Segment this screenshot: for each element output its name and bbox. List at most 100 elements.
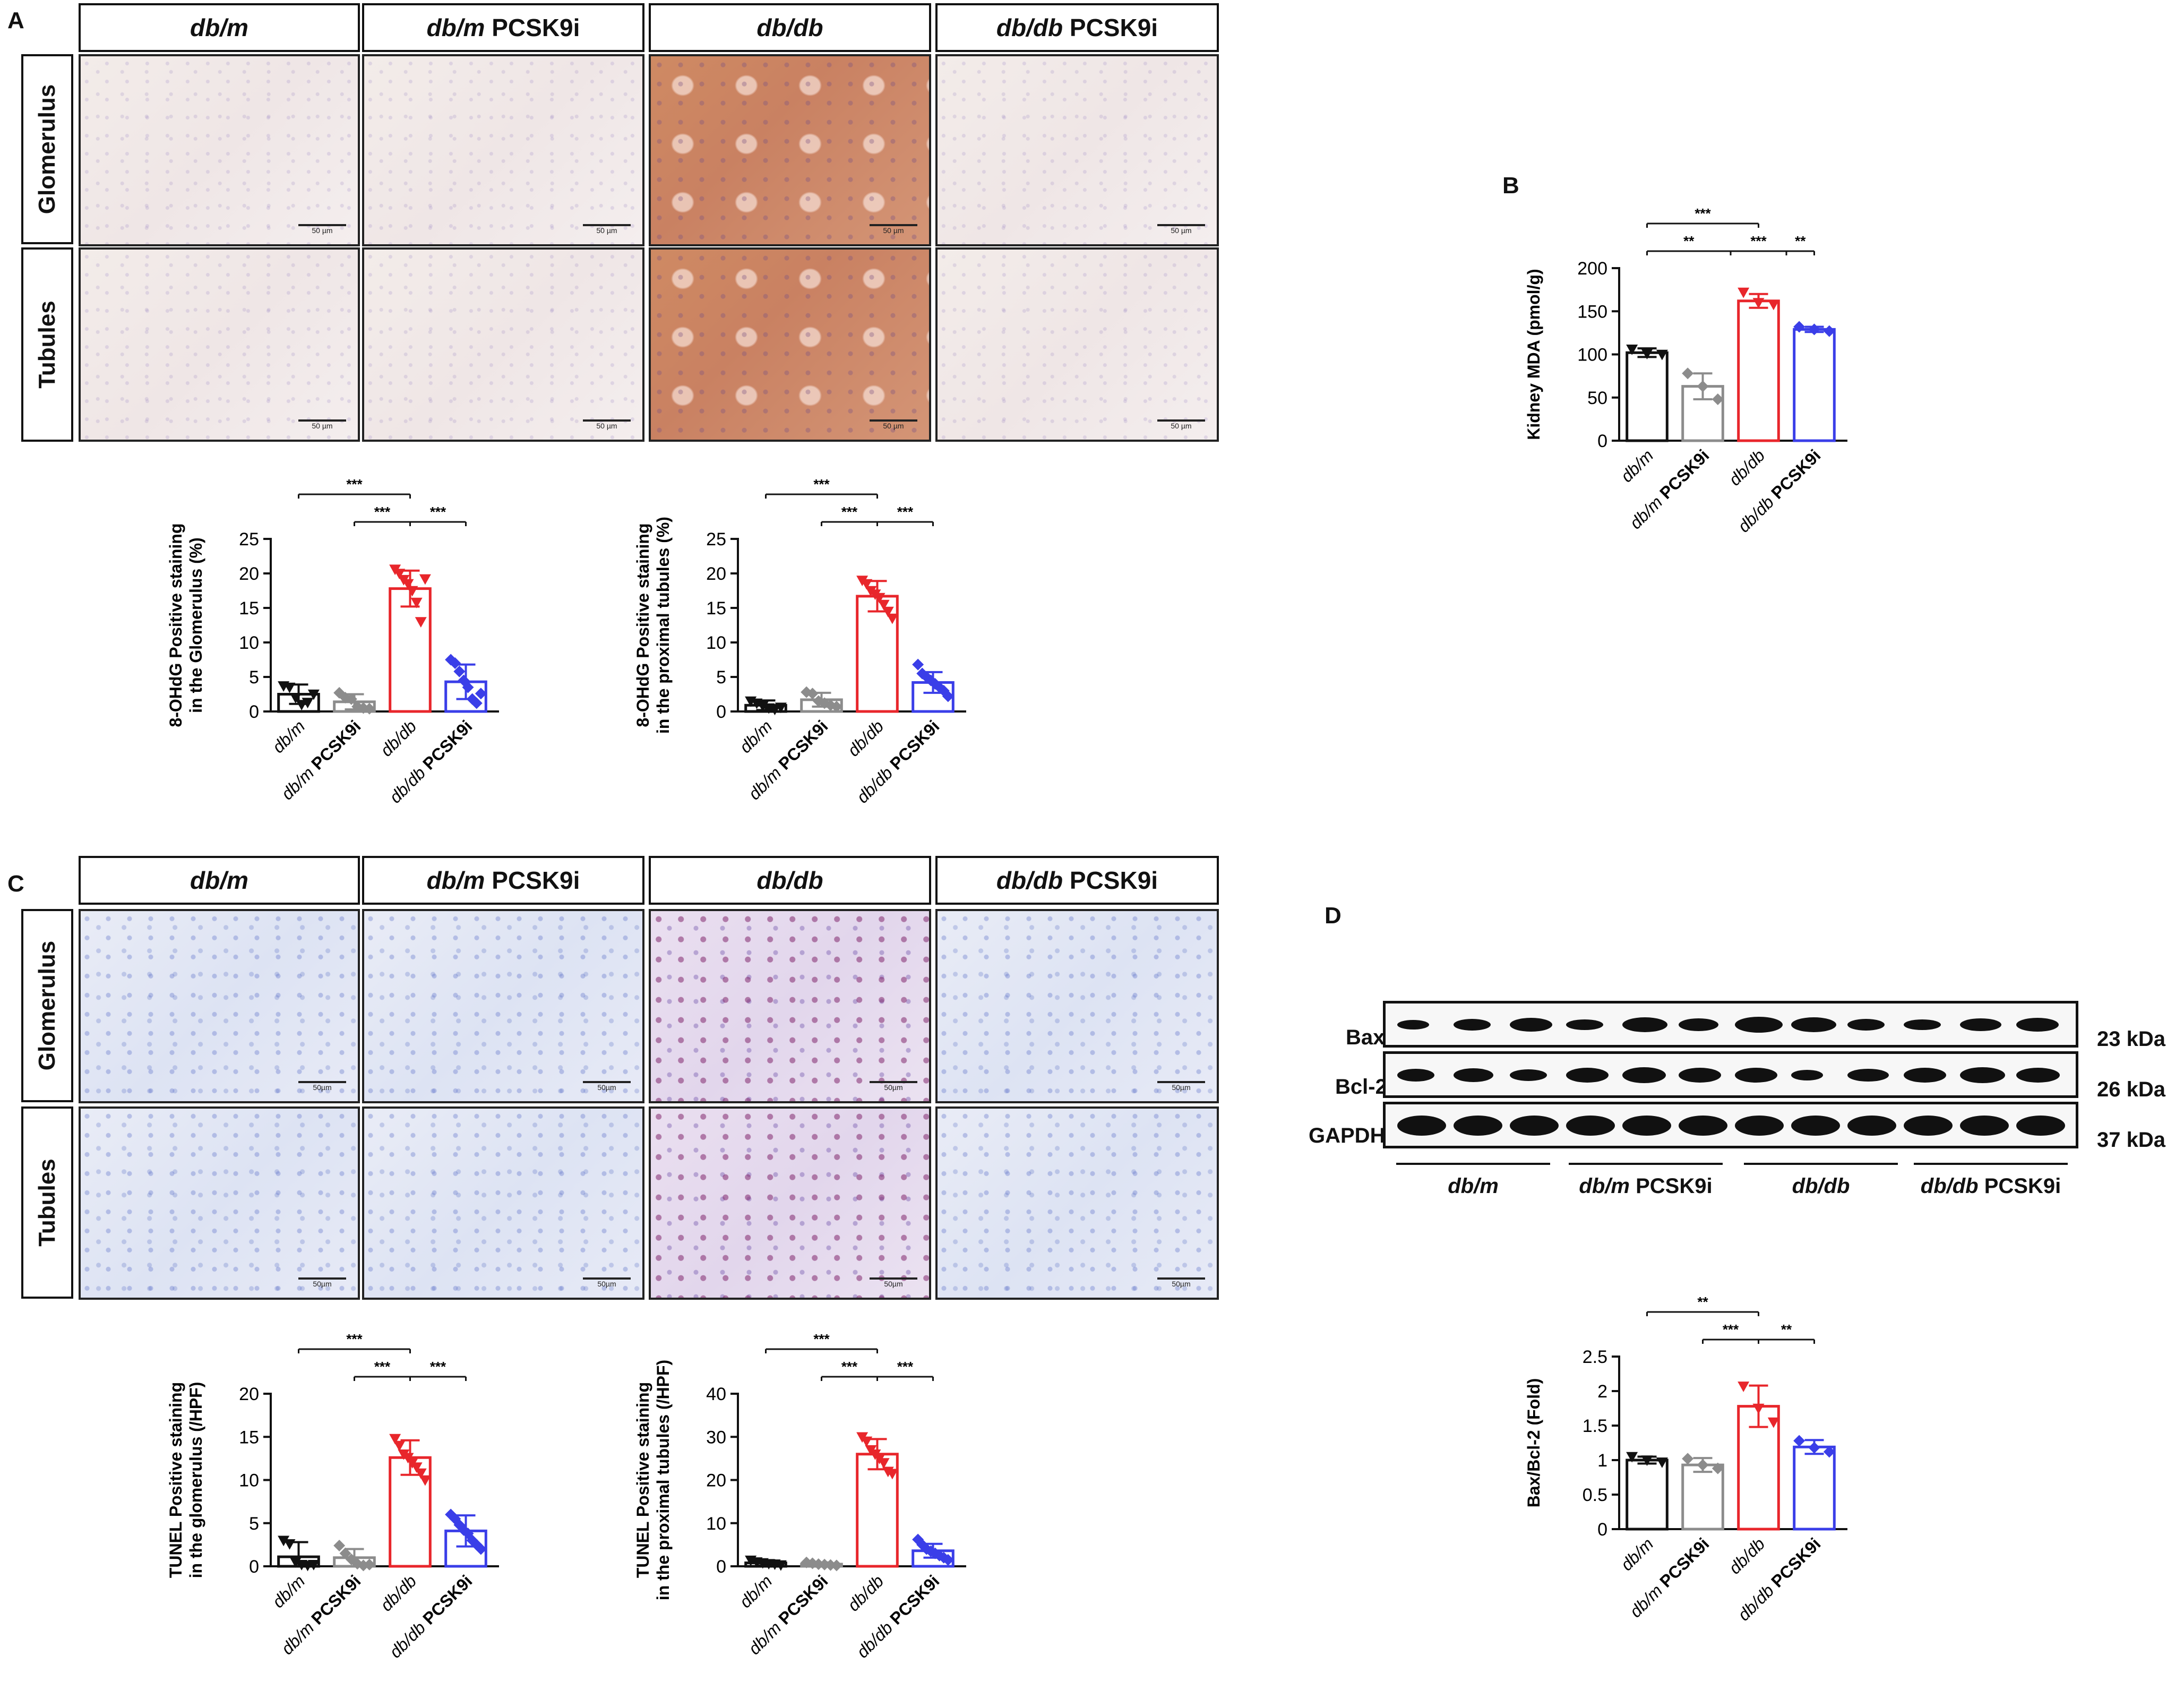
scale-bar: 50 µm xyxy=(1157,224,1205,235)
wb-band xyxy=(1791,1070,1823,1080)
data-point xyxy=(475,1543,487,1555)
wb-band xyxy=(1397,1020,1429,1030)
wb-band xyxy=(2016,1018,2059,1032)
data-point xyxy=(1712,1462,1724,1474)
scale-bar: 50 µm xyxy=(1157,419,1205,430)
significance-label: *** xyxy=(897,504,914,520)
data-point xyxy=(775,702,787,714)
data-point xyxy=(1682,1453,1694,1465)
wb-label-bax: Bax xyxy=(1346,1026,1385,1049)
wb-band xyxy=(1566,1068,1609,1083)
header-c-db-db-pcsk9i: db/db PCSK9i xyxy=(935,856,1219,905)
significance-label: ** xyxy=(1683,233,1695,249)
x-tick-label: db/m xyxy=(269,716,309,757)
significance-label: *** xyxy=(374,1359,391,1375)
y-axis-label: Bax/Bcl-2 (Fold) xyxy=(1524,1378,1543,1508)
data-point xyxy=(1823,1446,1835,1458)
data-point xyxy=(912,658,924,671)
y-tick-label: 0 xyxy=(716,1557,726,1577)
western-blot-bax xyxy=(1383,1001,2078,1048)
data-point xyxy=(824,699,837,711)
micrograph-a-glomerulus-db-m-pcsk9i: 50 µm xyxy=(362,54,644,246)
data-point xyxy=(1712,393,1724,405)
chart-c-tubules: 0 10 20 30 40 TUNEL Positive stainingin the p… xyxy=(633,1331,966,1662)
y-tick-label: 5 xyxy=(249,667,259,688)
wb-kda-gapdh: 37 kDa xyxy=(2097,1128,2165,1152)
wb-band xyxy=(1960,1067,2005,1083)
header-db-m-pcsk9i: db/m PCSK9i xyxy=(362,3,644,52)
data-point xyxy=(307,1559,320,1571)
significance-label: *** xyxy=(346,476,363,492)
data-point xyxy=(470,697,483,709)
row-label-glomerulus-c: Glomerulus xyxy=(21,909,73,1102)
micrograph-c-glomerulus-db-m-pcsk9i: 50µm xyxy=(362,909,644,1103)
significance-label: ** xyxy=(1697,1294,1708,1310)
x-tick-label: db/db xyxy=(844,716,887,760)
data-point xyxy=(453,665,466,677)
y-tick-label: 40 xyxy=(706,1384,726,1404)
y-tick-label: 2.5 xyxy=(1583,1347,1607,1367)
row-label-tubules-a: Tubules xyxy=(21,247,73,442)
data-point xyxy=(878,599,890,611)
y-tick-label: 50 xyxy=(1587,388,1607,408)
significance-label: *** xyxy=(813,476,830,492)
y-tick-label: 0 xyxy=(1597,431,1607,451)
data-point xyxy=(278,1535,290,1547)
wb-band xyxy=(1847,1116,1896,1136)
micrograph-a-tubules-db-db-pcsk9i: 50 µm xyxy=(935,247,1219,442)
bar xyxy=(1681,1463,1724,1531)
data-point xyxy=(393,1440,406,1452)
wb-kda-bcl2: 26 kDa xyxy=(2097,1078,2165,1101)
scale-bar: 50µm xyxy=(1157,1081,1205,1092)
wb-group-label-db-m-pcsk9i: db/m PCSK9i xyxy=(1579,1174,1713,1198)
significance-label: *** xyxy=(841,504,858,520)
data-point xyxy=(1656,1457,1668,1468)
header-db-m: db/m xyxy=(79,3,360,52)
wb-band xyxy=(1397,1116,1446,1136)
wb-group-line-1 xyxy=(1396,1163,1550,1165)
western-blot-bcl2 xyxy=(1383,1051,2078,1098)
scale-bar: 50µm xyxy=(583,1277,631,1288)
wb-group-label-db-db-pcsk9i: db/db PCSK9i xyxy=(1920,1174,2061,1198)
data-point xyxy=(410,1462,423,1473)
y-tick-label: 2 xyxy=(1597,1382,1607,1402)
row-label-glomerulus-a: Glomerulus xyxy=(21,54,73,244)
y-tick-label: 15 xyxy=(706,598,726,619)
wb-band xyxy=(1904,1116,1953,1136)
y-axis-label: Kidney MDA (pmol/g) xyxy=(1524,269,1543,440)
data-point xyxy=(389,1434,401,1445)
micrograph-c-tubules-db-db: 50µm xyxy=(649,1106,931,1300)
wb-band xyxy=(2016,1068,2060,1083)
wb-band xyxy=(1735,1017,1783,1033)
x-tick-label: db/db xyxy=(1725,1534,1768,1577)
x-tick-label: db/m xyxy=(1617,445,1657,486)
wb-group-label-db-m: db/m xyxy=(1448,1174,1499,1198)
significance-label: *** xyxy=(430,504,446,520)
y-tick-label: 10 xyxy=(706,633,726,653)
wb-band xyxy=(1622,1067,1666,1083)
y-tick-label: 25 xyxy=(706,529,726,550)
scale-bar: 50 µm xyxy=(583,419,631,430)
panel-label-b: B xyxy=(1502,173,1519,199)
data-point xyxy=(1767,1417,1779,1428)
scale-bar: 50µm xyxy=(583,1081,631,1092)
significance-label: *** xyxy=(1695,205,1711,221)
y-tick-label: 20 xyxy=(239,1384,259,1404)
wb-band xyxy=(1904,1068,1946,1083)
wb-band xyxy=(1735,1068,1777,1083)
y-tick-label: 20 xyxy=(706,1471,726,1491)
header-c-db-m: db/m xyxy=(79,856,360,905)
wb-band xyxy=(1847,1069,1889,1082)
western-blot-gapdh xyxy=(1383,1102,2078,1148)
micrograph-a-glomerulus-db-db: 50 µm xyxy=(649,54,931,246)
significance-label: *** xyxy=(1723,1322,1739,1337)
wb-band xyxy=(1904,1019,1941,1030)
y-tick-label: 5 xyxy=(716,667,726,688)
panel-label-a: A xyxy=(7,7,24,33)
x-tick-label: db/m xyxy=(1617,1534,1657,1574)
x-tick-label: db/m xyxy=(736,716,776,757)
wb-band xyxy=(2016,1116,2065,1136)
wb-band xyxy=(1960,1116,2009,1136)
data-point xyxy=(419,1475,431,1486)
